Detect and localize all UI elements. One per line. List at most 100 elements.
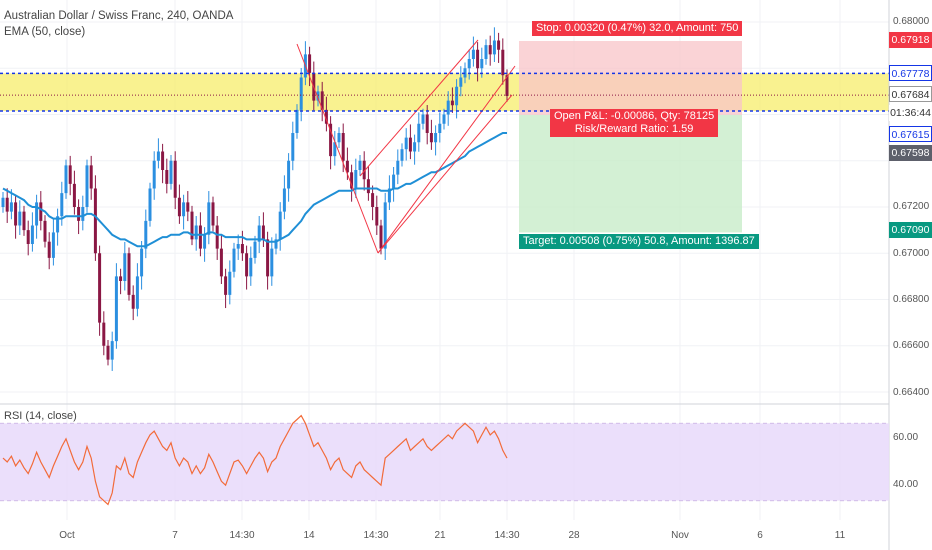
candle-body: [203, 234, 207, 249]
candle-body: [224, 276, 228, 295]
candle-body: [442, 114, 446, 124]
candle-body: [350, 172, 354, 189]
candle-body: [148, 188, 152, 221]
candle-body: [161, 151, 165, 170]
candle-body: [9, 202, 13, 212]
candle-body: [156, 151, 160, 161]
x-tick-label: 11: [834, 530, 846, 541]
candle-body: [270, 248, 274, 277]
candle-body: [282, 188, 286, 212]
candle-body: [240, 244, 244, 254]
candle-body: [169, 160, 173, 184]
candle-body: [152, 160, 156, 189]
candle-body: [450, 100, 454, 106]
candle-body: [379, 225, 383, 249]
candle-body: [43, 220, 47, 242]
candle-body: [198, 225, 202, 249]
candle-body: [106, 345, 110, 360]
candle-body: [119, 276, 123, 281]
pnl-text: Open P&L: -0.00086, Qty: 78125: [554, 110, 715, 122]
candle-body: [60, 193, 64, 217]
candle-body: [165, 170, 169, 184]
candle-body: [362, 160, 366, 180]
candle-body: [173, 160, 177, 198]
target-price-tag: 0.67090: [889, 222, 932, 238]
candle-body: [266, 239, 270, 277]
trend-line: [377, 94, 513, 254]
candle-body: [404, 137, 408, 150]
candle-body: [438, 123, 442, 133]
candle-body: [47, 241, 51, 258]
candle-body: [287, 160, 291, 189]
candle-body: [72, 183, 76, 207]
candle-body: [345, 160, 349, 173]
candle-body: [123, 253, 127, 281]
candle-body: [497, 40, 501, 50]
candle-body: [30, 225, 34, 244]
candle-body: [219, 248, 223, 277]
zone-top-price-tag: 0.67778: [889, 65, 932, 81]
candle-body: [253, 241, 257, 258]
candle-body: [228, 271, 232, 295]
candle-body: [480, 59, 484, 69]
x-tick-label: 14: [303, 530, 315, 541]
candle-body: [320, 91, 324, 110]
pnl-info-box: Open P&L: -0.00086, Qty: 78125 Risk/Rewa…: [550, 109, 719, 137]
y-tick-label: 0.66400: [893, 387, 930, 398]
y-tick-label: 0.67200: [893, 201, 930, 212]
candle-body: [135, 276, 139, 309]
candle-body: [51, 232, 55, 258]
candle-body: [392, 174, 396, 189]
candle-body: [249, 257, 253, 277]
candle-body: [144, 220, 148, 249]
symbol-title: Australian Dollar / Swiss Franc, 240, OA…: [4, 10, 234, 22]
candle-body: [413, 142, 417, 152]
candle-body: [434, 133, 438, 143]
candle-body: [140, 248, 144, 277]
chart-legend: Australian Dollar / Swiss Franc, 240, OA…: [4, 8, 233, 40]
candle-body: [329, 123, 333, 157]
candle-body: [257, 225, 261, 242]
trend-line: [296, 43, 379, 254]
candle-body: [190, 211, 194, 240]
candle-body: [131, 294, 135, 309]
candle-body: [337, 133, 341, 143]
candle-body: [501, 49, 505, 76]
candle-body: [211, 202, 215, 226]
x-tick-label: 7: [172, 530, 178, 541]
ema-legend: EMA (50, close): [4, 26, 86, 38]
trend-line: [359, 39, 479, 177]
rsi-tick-label: 40.00: [893, 479, 919, 490]
rsi-legend: RSI (14, close): [4, 410, 77, 422]
ema-line: [2, 132, 507, 248]
candle-body: [64, 165, 68, 194]
stop-price-tag: 0.67918: [889, 32, 932, 48]
candle-body: [182, 202, 186, 217]
candle-body: [387, 188, 391, 203]
candle-body: [232, 248, 236, 272]
bar-countdown: 01:36:44: [889, 105, 932, 121]
candle-body: [488, 45, 492, 55]
candle-body: [5, 197, 9, 212]
candle-body: [446, 100, 450, 115]
stop-info-box: Stop: 0.00320 (0.47%) 32.0, Amount: 750: [532, 21, 743, 36]
candle-body: [425, 114, 429, 133]
candle-body: [459, 77, 463, 87]
candle-body: [110, 341, 114, 360]
candle-body: [505, 75, 509, 96]
candle-body: [18, 211, 22, 226]
candle-body: [308, 54, 312, 73]
candle-body: [102, 322, 106, 346]
trend-lines: [296, 39, 516, 254]
candle-body: [341, 133, 345, 161]
x-tick-label: Nov: [671, 530, 689, 541]
y-tick-label: 0.66600: [893, 340, 930, 351]
candle-body: [358, 160, 362, 170]
candle-body: [68, 165, 72, 184]
candle-body: [215, 225, 219, 249]
x-tick-label: 14:30: [494, 530, 520, 541]
candle-body: [274, 239, 278, 249]
rsi-line: [2, 414, 508, 506]
candle-body: [295, 109, 299, 133]
